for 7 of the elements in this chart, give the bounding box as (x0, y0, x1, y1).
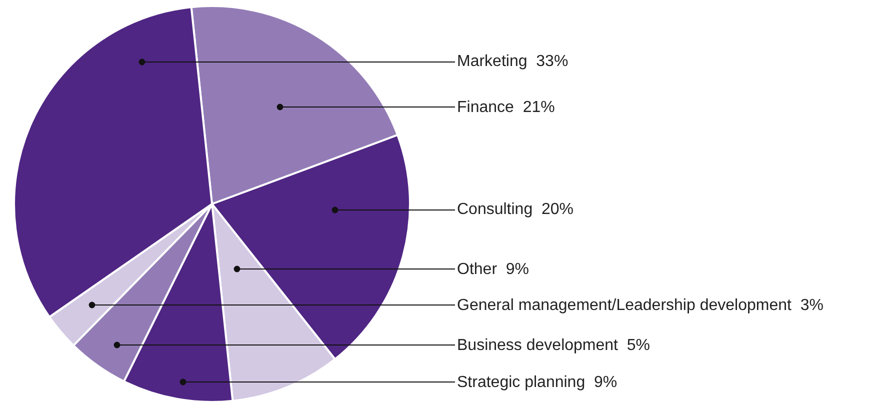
slice-label: Business development 5% (457, 337, 650, 354)
slice-label: Strategic planning 9% (457, 374, 618, 391)
slice-label: Other 9% (457, 261, 530, 278)
slice-label: Marketing 33% (457, 53, 568, 70)
slice-label: Consulting 20% (457, 201, 574, 218)
slice-label: Finance 21% (457, 99, 555, 116)
slice-label: General management/Leadership development 3% (457, 297, 824, 314)
